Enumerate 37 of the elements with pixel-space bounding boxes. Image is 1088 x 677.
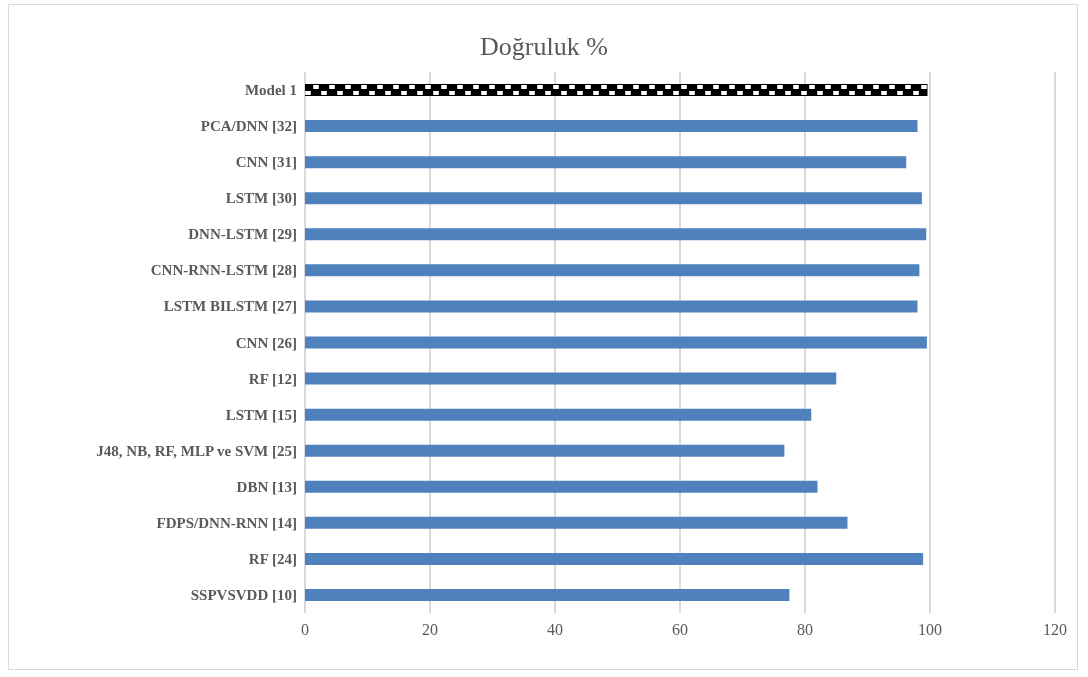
bar <box>305 228 927 241</box>
bar <box>305 480 818 493</box>
y-tick-label: DBN [13] <box>236 478 297 495</box>
bar <box>305 156 907 169</box>
x-tick-label: 80 <box>797 620 813 638</box>
y-tick-label: PCA/DNN [32] <box>200 118 297 135</box>
bar <box>305 120 918 133</box>
x-tick-label: 20 <box>422 620 438 638</box>
bar <box>305 264 920 277</box>
bar <box>305 552 924 565</box>
bar <box>305 372 837 385</box>
bar <box>305 588 790 601</box>
bar <box>305 516 848 529</box>
y-tick-label: CNN [26] <box>235 334 297 351</box>
y-tick-label: RF [12] <box>248 370 297 387</box>
y-tick-label: CNN-RNN-LSTM [28] <box>150 262 297 279</box>
y-tick-label: RF [24] <box>248 550 297 567</box>
bar <box>305 408 812 421</box>
x-tick-label: 0 <box>301 620 309 638</box>
y-tick-label: SSPVSVDD [10] <box>190 586 297 603</box>
x-tick-label: 100 <box>918 620 942 638</box>
x-tick-label: 40 <box>547 620 563 638</box>
y-tick-label: DNN-LSTM [29] <box>188 226 297 243</box>
y-tick-label: LSTM BILSTM [27] <box>163 298 297 315</box>
x-tick-label: 120 <box>1043 620 1067 638</box>
chart-title: Doğruluk % <box>480 31 608 61</box>
bar <box>305 300 918 313</box>
y-tick-label: CNN [31] <box>235 154 297 171</box>
bar <box>305 336 927 349</box>
y-tick-label: LSTM [15] <box>225 406 297 423</box>
y-tick-label: LSTM [30] <box>225 190 297 207</box>
x-tick-label: 60 <box>672 620 688 638</box>
bar <box>305 192 922 205</box>
y-tick-label: FDPS/DNN-RNN [14] <box>156 514 297 531</box>
y-tick-label: J48, NB, RF, MLP ve SVM [25] <box>96 442 297 459</box>
y-tick-label: Model 1 <box>244 82 297 99</box>
bar <box>305 444 785 457</box>
